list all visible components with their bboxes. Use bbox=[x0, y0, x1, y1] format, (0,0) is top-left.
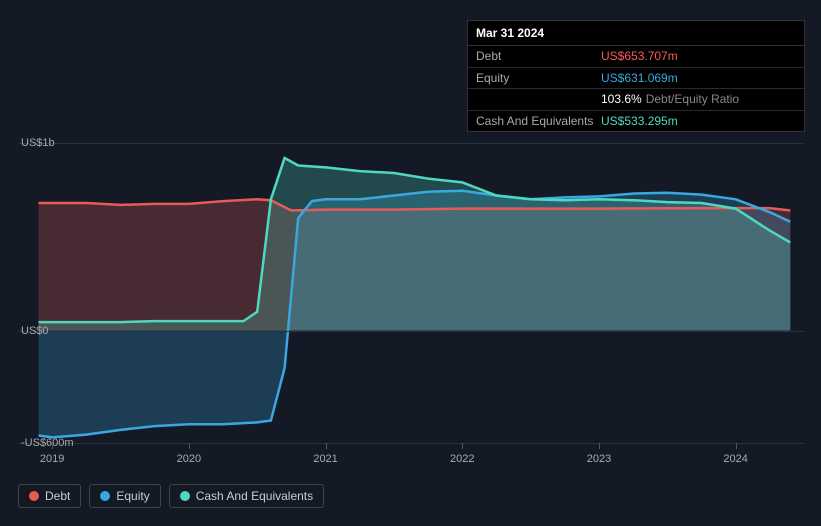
tooltip-row: Cash And EquivalentsUS$533.295m bbox=[468, 111, 804, 131]
legend-swatch bbox=[29, 491, 39, 501]
x-axis-label: 2019 bbox=[40, 453, 64, 465]
legend-item-equity[interactable]: Equity bbox=[89, 484, 160, 508]
legend-item-cash[interactable]: Cash And Equivalents bbox=[169, 484, 324, 508]
plot-area bbox=[18, 143, 804, 443]
x-axis-label: 2024 bbox=[723, 453, 747, 465]
legend-label: Equity bbox=[116, 489, 149, 503]
tooltip-row-value: US$533.295m bbox=[601, 114, 678, 128]
legend-label: Cash And Equivalents bbox=[196, 489, 313, 503]
y-axis-label: -US$600m bbox=[21, 437, 74, 449]
debt-equity-chart: US$1b US$0 -US$600m 2019 2020 2021 2022 2023 20… bbox=[18, 125, 804, 485]
x-tick bbox=[599, 443, 600, 449]
x-tick bbox=[462, 443, 463, 449]
legend-swatch bbox=[100, 491, 110, 501]
chart-legend: Debt Equity Cash And Equivalents bbox=[18, 484, 324, 508]
y-axis-label: US$0 bbox=[21, 325, 74, 337]
x-axis-label: 2023 bbox=[587, 453, 611, 465]
gridline bbox=[18, 143, 804, 144]
gridline bbox=[18, 443, 804, 444]
tooltip-row-suffix: Debt/Equity Ratio bbox=[646, 92, 739, 106]
tooltip-row: EquityUS$631.069m bbox=[468, 68, 804, 89]
tooltip-row: 103.6% Debt/Equity Ratio bbox=[468, 89, 804, 110]
tooltip-row-value: US$653.707m bbox=[601, 49, 678, 63]
x-tick bbox=[326, 443, 327, 449]
tooltip-date: Mar 31 2024 bbox=[468, 21, 804, 46]
chart-tooltip: Mar 31 2024 DebtUS$653.707mEquityUS$631.… bbox=[467, 20, 805, 132]
tooltip-row-value: 103.6% bbox=[601, 92, 642, 106]
legend-swatch bbox=[180, 491, 190, 501]
legend-item-debt[interactable]: Debt bbox=[18, 484, 81, 508]
x-tick bbox=[189, 443, 190, 449]
x-axis-label: 2021 bbox=[313, 453, 337, 465]
chart-svg bbox=[18, 143, 804, 443]
x-tick bbox=[736, 443, 737, 449]
gridline bbox=[18, 331, 804, 332]
y-axis-label: US$1b bbox=[21, 137, 74, 149]
legend-label: Debt bbox=[45, 489, 70, 503]
x-axis-label: 2020 bbox=[177, 453, 201, 465]
tooltip-row-label: Equity bbox=[476, 71, 601, 85]
tooltip-row-label bbox=[476, 92, 601, 106]
tooltip-row: DebtUS$653.707m bbox=[468, 46, 804, 67]
x-axis-label: 2022 bbox=[450, 453, 474, 465]
tooltip-row-value: US$631.069m bbox=[601, 71, 678, 85]
tooltip-row-label: Cash And Equivalents bbox=[476, 114, 601, 128]
tooltip-row-label: Debt bbox=[476, 49, 601, 63]
x-tick bbox=[52, 443, 53, 449]
